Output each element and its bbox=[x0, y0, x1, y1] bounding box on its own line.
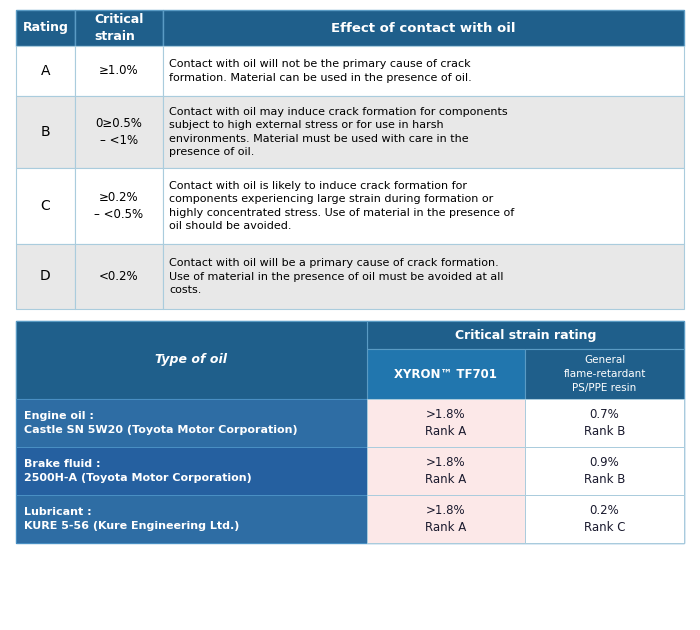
Bar bbox=[75, 46, 163, 96]
Bar bbox=[525, 399, 684, 447]
Bar bbox=[16, 321, 367, 399]
Bar bbox=[163, 244, 684, 309]
Bar bbox=[367, 447, 525, 495]
Bar bbox=[367, 321, 684, 349]
Text: Contact with oil will not be the primary cause of crack
formation. Material can : Contact with oil will not be the primary… bbox=[169, 59, 472, 83]
Text: General
flame-retardant
PS/PPE resin: General flame-retardant PS/PPE resin bbox=[564, 355, 645, 392]
Text: D: D bbox=[40, 270, 51, 284]
Text: Brake fluid :
2500H-A (Toyota Motor Corporation): Brake fluid : 2500H-A (Toyota Motor Corp… bbox=[24, 459, 252, 483]
Bar bbox=[367, 495, 525, 543]
Text: 0.9%
Rank B: 0.9% Rank B bbox=[584, 455, 625, 486]
Text: >1.8%
Rank A: >1.8% Rank A bbox=[425, 408, 466, 438]
Bar bbox=[16, 321, 684, 543]
Bar bbox=[367, 399, 525, 447]
Text: Contact with oil will be a primary cause of crack formation.
Use of material in : Contact with oil will be a primary cause… bbox=[169, 258, 503, 295]
Text: C: C bbox=[41, 199, 50, 213]
Text: Engine oil :
Castle SN 5W20 (Toyota Motor Corporation): Engine oil : Castle SN 5W20 (Toyota Moto… bbox=[24, 411, 298, 435]
Bar bbox=[163, 46, 684, 96]
Bar bbox=[16, 96, 75, 168]
Text: XYRON™ TF701: XYRON™ TF701 bbox=[394, 367, 497, 381]
Bar bbox=[16, 495, 367, 543]
Text: Contact with oil may induce crack formation for components
subject to high exter: Contact with oil may induce crack format… bbox=[169, 106, 508, 158]
Bar bbox=[16, 168, 75, 244]
Bar bbox=[75, 96, 163, 168]
Text: Critical strain rating: Critical strain rating bbox=[455, 328, 596, 341]
Text: <0.2%: <0.2% bbox=[99, 270, 139, 283]
Text: >1.8%
Rank A: >1.8% Rank A bbox=[425, 455, 466, 486]
Text: >1.8%
Rank A: >1.8% Rank A bbox=[425, 504, 466, 534]
Bar bbox=[163, 96, 684, 168]
Bar bbox=[16, 399, 367, 447]
Bar bbox=[525, 447, 684, 495]
Text: 0≥0.5%
– <1%: 0≥0.5% – <1% bbox=[95, 117, 142, 147]
Bar bbox=[16, 244, 75, 309]
Bar bbox=[75, 168, 163, 244]
Text: Effect of contact with oil: Effect of contact with oil bbox=[331, 21, 516, 35]
Text: 0.7%
Rank B: 0.7% Rank B bbox=[584, 408, 625, 438]
Text: 0.2%
Rank C: 0.2% Rank C bbox=[584, 504, 625, 534]
Bar bbox=[367, 349, 525, 399]
Bar bbox=[75, 244, 163, 309]
Text: Rating: Rating bbox=[22, 21, 69, 35]
Bar bbox=[16, 10, 75, 46]
Bar bbox=[16, 46, 75, 96]
Text: Contact with oil is likely to induce crack formation for
components experiencing: Contact with oil is likely to induce cra… bbox=[169, 181, 514, 231]
Bar bbox=[75, 10, 163, 46]
Text: Lubricant :
KURE 5-56 (Kure Engineering Ltd.): Lubricant : KURE 5-56 (Kure Engineering … bbox=[24, 507, 239, 531]
Bar bbox=[16, 447, 367, 495]
Text: Critical
strain: Critical strain bbox=[94, 13, 144, 43]
Bar bbox=[525, 495, 684, 543]
Text: A: A bbox=[41, 64, 50, 78]
Bar bbox=[163, 10, 684, 46]
Bar bbox=[525, 349, 684, 399]
Text: ≥1.0%: ≥1.0% bbox=[99, 64, 139, 77]
Text: ≥0.2%
– <0.5%: ≥0.2% – <0.5% bbox=[94, 191, 144, 221]
Bar bbox=[163, 168, 684, 244]
Text: B: B bbox=[41, 125, 50, 139]
Text: Type of oil: Type of oil bbox=[155, 353, 228, 367]
